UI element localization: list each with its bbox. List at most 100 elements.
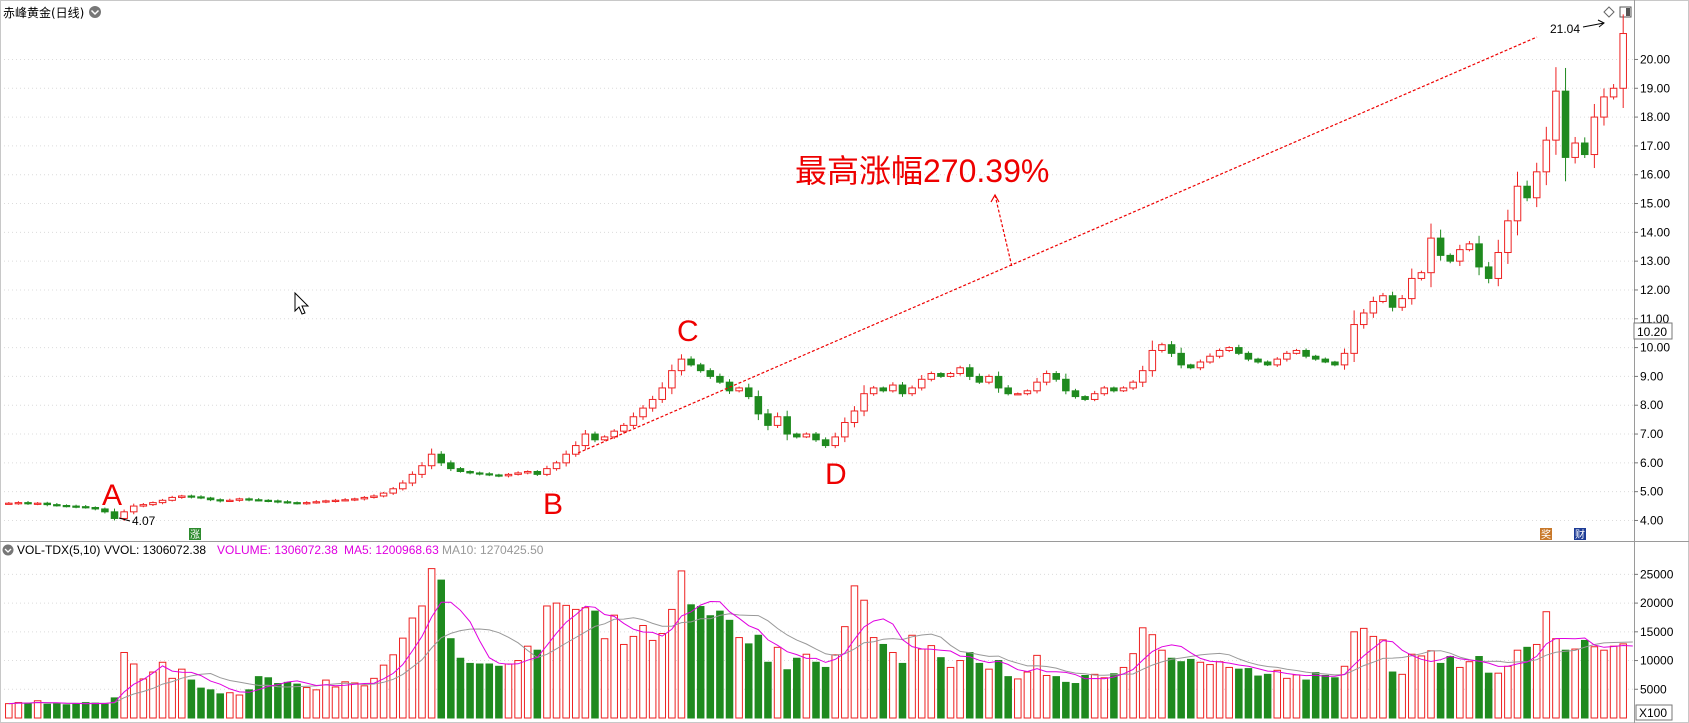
volume-bar xyxy=(744,643,753,719)
volume-bar xyxy=(1619,643,1627,719)
volume-bar xyxy=(1081,674,1089,719)
panel-toggle-icon[interactable] xyxy=(1619,6,1632,18)
candle xyxy=(1359,308,1368,329)
volume-bar xyxy=(1138,627,1147,719)
volume-bar xyxy=(1475,656,1483,719)
volume-bar xyxy=(773,646,782,719)
candle xyxy=(1571,136,1579,164)
candle xyxy=(1532,162,1541,208)
candle xyxy=(687,356,695,367)
volume-bar xyxy=(927,645,936,719)
volume-bar xyxy=(610,614,618,719)
volume-bar xyxy=(1225,666,1233,719)
price-grid xyxy=(4,58,1634,521)
price-tick-label: 12.00 xyxy=(1640,283,1670,297)
candle xyxy=(1187,363,1195,370)
volume-bar xyxy=(1187,658,1195,719)
volume-bar xyxy=(226,692,234,719)
volume-bar xyxy=(898,662,907,719)
price-tick-label: 16.00 xyxy=(1640,168,1670,182)
marker-cai[interactable]: 财 xyxy=(1574,528,1586,541)
price-tick-label: 7.00 xyxy=(1640,427,1664,441)
low-value-label: 4.07 xyxy=(132,514,156,528)
candle xyxy=(1600,88,1608,126)
volume-bar xyxy=(581,607,590,719)
candle xyxy=(370,494,378,499)
volume-bar xyxy=(591,610,599,719)
point-a-label: A xyxy=(102,479,122,512)
candle xyxy=(1311,354,1320,361)
candle xyxy=(399,480,407,491)
candle xyxy=(216,498,224,503)
high-arrow-line xyxy=(1582,22,1605,28)
candle xyxy=(235,497,244,502)
volume-bar xyxy=(869,637,878,719)
candle xyxy=(985,374,993,385)
candle xyxy=(158,498,167,505)
candle xyxy=(658,382,667,403)
volume-bar xyxy=(571,608,580,719)
price-tick-label: 14.00 xyxy=(1640,225,1670,239)
candle xyxy=(802,432,811,439)
gain-annotation: 最高涨幅270.39% xyxy=(795,153,1049,189)
volume-bar xyxy=(1580,639,1589,719)
point-c-label: C xyxy=(677,315,699,348)
volume-bar xyxy=(1206,664,1214,719)
ma10-label: MA10: 1270425.50 xyxy=(442,543,544,557)
volume-bar xyxy=(648,639,657,719)
candle xyxy=(850,406,859,428)
volume-bar xyxy=(687,604,695,719)
candle xyxy=(1148,340,1157,377)
title-dropdown-icon[interactable] xyxy=(89,6,101,18)
candle xyxy=(1590,103,1599,169)
price-axis: 4.00 5.00 6.00 7.00 8.00 9.00 10.00 11.00 12.00 1… xyxy=(1634,52,1670,527)
volume-bar xyxy=(850,585,859,719)
volume-tick-label: 10000 xyxy=(1640,654,1674,668)
candle xyxy=(1331,360,1339,367)
candle xyxy=(408,471,417,487)
candle xyxy=(24,500,32,505)
volume-bar xyxy=(889,652,897,719)
diamond-icon[interactable] xyxy=(1603,6,1615,18)
candle xyxy=(427,448,436,470)
candle xyxy=(600,435,609,441)
volume-bar xyxy=(1446,656,1454,719)
volume-bar xyxy=(302,687,311,719)
volume-bar xyxy=(1071,683,1080,719)
candle xyxy=(1235,344,1243,356)
volume-bar xyxy=(754,634,763,719)
candle xyxy=(523,470,532,475)
volume-bar xyxy=(1609,645,1618,719)
volume-bar xyxy=(1129,653,1137,719)
candle xyxy=(773,412,782,428)
candle xyxy=(1484,262,1493,284)
volume-bar xyxy=(735,637,743,719)
marker-jiang[interactable]: 奖 xyxy=(1540,528,1552,541)
candle xyxy=(341,498,349,502)
candle xyxy=(706,368,715,379)
volume-dropdown-icon[interactable] xyxy=(2,544,14,556)
volume-bar xyxy=(1283,677,1291,719)
volume-series xyxy=(5,568,1633,719)
price-tick-label: 6.00 xyxy=(1640,456,1664,470)
candle xyxy=(1475,235,1483,276)
candle xyxy=(744,383,753,400)
candle xyxy=(1456,244,1464,266)
candle xyxy=(696,362,705,373)
candle xyxy=(110,508,119,521)
candle xyxy=(1042,370,1051,386)
candle xyxy=(274,499,282,504)
candle xyxy=(1494,239,1503,287)
candle xyxy=(716,373,724,384)
volume-bar xyxy=(1062,681,1070,719)
candle xyxy=(149,501,157,507)
candle xyxy=(725,379,734,394)
candle xyxy=(1014,392,1022,396)
volume-label: VOLUME: 1306072.38 xyxy=(217,543,338,557)
marker-zhang[interactable]: 涨 xyxy=(189,528,201,541)
volume-indicator-label: VOL-TDX(5,10) xyxy=(17,543,100,557)
candle xyxy=(1167,341,1176,357)
candle xyxy=(1580,137,1589,158)
volume-bar xyxy=(1465,661,1474,719)
volume-bar xyxy=(504,663,513,719)
